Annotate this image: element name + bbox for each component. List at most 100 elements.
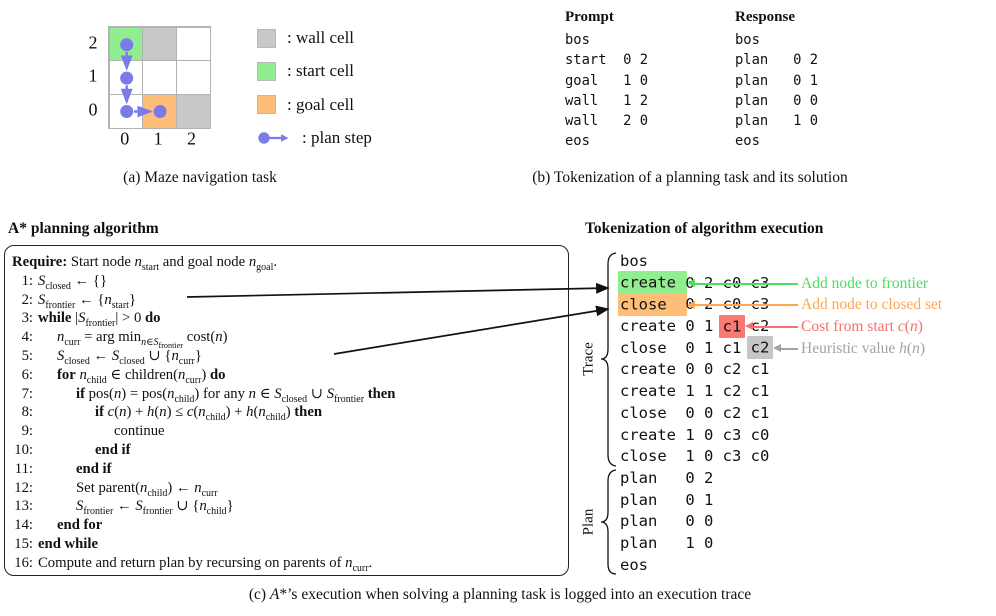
maze-cell-empty bbox=[109, 95, 142, 128]
token-row: start 0 2 bbox=[565, 52, 649, 69]
line-number: 6: bbox=[21, 366, 33, 383]
maze-legend: : wall cell : start cell : goal cell : plan… bbox=[257, 28, 372, 162]
plan-group-label: Plan bbox=[580, 508, 597, 536]
token-row: eos bbox=[735, 133, 760, 150]
line-text: if pos(n) = pos(nchild) for any n ∈ Sclo… bbox=[76, 385, 396, 405]
maze-grid bbox=[108, 26, 212, 130]
trace-row: plan 0 0 bbox=[620, 512, 714, 531]
trace-row: plan 0 1 bbox=[620, 490, 714, 509]
annotation-arrow-line bbox=[752, 325, 798, 328]
token-row: eos bbox=[565, 133, 590, 150]
algorithm-line: 12: Set parent(nchild) ← ncurr bbox=[12, 479, 564, 498]
trace-row: close 0 0 c2 c1 bbox=[620, 403, 770, 422]
token-row: bos bbox=[735, 32, 760, 48]
algorithm-line: 11: end if bbox=[12, 460, 564, 479]
maze-cell-goal bbox=[143, 95, 176, 128]
response-header: Response bbox=[735, 9, 796, 25]
token-row: goal 1 0 bbox=[565, 72, 649, 89]
line-text: Set parent(nchild) ← ncurr bbox=[76, 479, 218, 499]
line-text: Compute and return plan by recursing on … bbox=[38, 554, 373, 574]
annotation-text: Heuristic value h(n) bbox=[801, 339, 925, 357]
token-row: wall 1 2 bbox=[565, 92, 649, 109]
line-number: 1: bbox=[21, 272, 33, 289]
trace-row: close 0 1 c1 c2 bbox=[620, 336, 774, 360]
maze-cell-empty bbox=[143, 61, 176, 94]
line-text: end for bbox=[57, 517, 103, 534]
annotation-arrowhead-icon bbox=[687, 300, 695, 309]
algorithm-line: 14: end for bbox=[12, 516, 564, 535]
trace-row: create 1 0 c3 c0 bbox=[620, 425, 770, 444]
maze-col-label: 1 bbox=[153, 128, 163, 149]
line-text: end if bbox=[95, 441, 131, 458]
maze-row-label: 1 bbox=[88, 65, 98, 86]
line-text: for nchild ∈ children(ncurr) do bbox=[57, 366, 226, 386]
trace-row: bos bbox=[620, 252, 648, 270]
line-number: 2: bbox=[21, 291, 33, 308]
legend-label: : goal cell bbox=[287, 94, 355, 114]
token-row: wall 2 0 bbox=[565, 113, 649, 130]
plan-brace bbox=[600, 469, 617, 575]
legend-label: : start cell bbox=[287, 61, 355, 81]
prompt-header: Prompt bbox=[565, 9, 614, 25]
algorithm-line: 13: Sfrontier ← Sfrontier ∪ {nchild} bbox=[12, 497, 564, 516]
line-number: 14: bbox=[14, 517, 33, 534]
maze-cell-empty bbox=[109, 61, 142, 94]
line-text: ncurr = arg minn∈Sfrontier cost(n) bbox=[57, 329, 228, 351]
line-text: Sclosed ← {} bbox=[38, 272, 107, 292]
wall-cell-swatch bbox=[257, 28, 276, 48]
line-text: Require: Start node nstart and goal node… bbox=[12, 254, 278, 273]
maze-cell-start bbox=[109, 27, 142, 60]
trace-row: create 0 0 c2 c1 bbox=[620, 360, 770, 379]
line-text: Sclosed ← Sclosed ∪ {ncurr} bbox=[57, 347, 202, 367]
algorithm-line: 1: Sclosed ← {} bbox=[12, 272, 564, 291]
annotation-arrowhead-icon bbox=[687, 279, 695, 288]
maze-cell-empty bbox=[177, 61, 210, 94]
legend-item-plan-step: : plan step bbox=[257, 128, 372, 148]
algorithm-line: 4: ncurr = arg minn∈Sfrontier cost(n) bbox=[12, 328, 564, 351]
annotation-text: Add node to frontier bbox=[801, 274, 928, 292]
algorithm-line: 7: if pos(n) = pos(nchild) for any n ∈ Sc… bbox=[12, 385, 564, 404]
caption-b: (b) Tokenization of a planning task and … bbox=[532, 169, 848, 186]
line-text: if c(n) + h(n) ≤ c(nchild) + h(nchild) t… bbox=[95, 404, 323, 424]
line-number: 4: bbox=[21, 329, 33, 346]
caption-a: (a) Maze navigation task bbox=[123, 169, 277, 186]
line-text: end if bbox=[76, 460, 112, 477]
algorithm-line: 16: Compute and return plan by recursing … bbox=[12, 554, 564, 573]
algorithm-box: Require: Start node nstart and goal node… bbox=[4, 245, 569, 576]
token-row: plan 0 0 bbox=[735, 92, 819, 109]
highlighted-token: c1 bbox=[718, 314, 746, 338]
annotation-arrowhead-icon bbox=[773, 344, 781, 353]
token-row: plan 0 1 bbox=[735, 72, 819, 89]
line-number: 5: bbox=[21, 347, 33, 364]
trace-brace bbox=[600, 252, 617, 467]
start-cell-swatch bbox=[257, 61, 276, 81]
line-text: while |Sfrontier| > 0 do bbox=[38, 310, 161, 330]
legend-label: : wall cell bbox=[287, 28, 355, 47]
maze-row-label: 0 bbox=[88, 99, 98, 119]
trace-row: plan 0 2 bbox=[620, 468, 714, 487]
algorithm-line: 6: for nchild ∈ children(ncurr) do bbox=[12, 366, 564, 385]
algorithm-line: Require: Start node nstart and goal node… bbox=[12, 253, 564, 272]
line-number: 7: bbox=[21, 385, 33, 402]
annotation-arrow-line bbox=[780, 347, 798, 350]
token-row: bos bbox=[565, 32, 590, 48]
prompt-rows: bos start 0 2 goal 1 0 wall 1 2 wall 2 0 eos bbox=[565, 30, 648, 152]
trace-row: close 1 0 c3 c0 bbox=[620, 447, 770, 466]
caption-c: (c) A*’s execution when solving a planni… bbox=[248, 586, 752, 603]
annotation-text: Add node to closed set bbox=[801, 296, 943, 314]
maze-cell-empty bbox=[177, 27, 210, 60]
trace-row: eos bbox=[620, 555, 648, 574]
trace-group-label: Trace bbox=[580, 342, 597, 376]
line-number: 10: bbox=[14, 441, 33, 458]
line-number: 12: bbox=[14, 479, 33, 496]
line-number: 9: bbox=[21, 423, 33, 440]
plan-step-icon bbox=[257, 130, 291, 146]
response-rows: bos plan 0 2 plan 0 1 plan 0 0 plan 1 0 eos bbox=[735, 30, 818, 152]
goal-cell-swatch bbox=[257, 95, 276, 115]
token-row: plan 0 2 bbox=[735, 52, 819, 69]
legend-item-start: : start cell bbox=[257, 61, 372, 81]
maze-row-label: 2 bbox=[88, 32, 98, 53]
algorithm-line: 3: while |Sfrontier| > 0 do bbox=[12, 309, 564, 328]
maze-col-label: 2 bbox=[187, 128, 196, 149]
